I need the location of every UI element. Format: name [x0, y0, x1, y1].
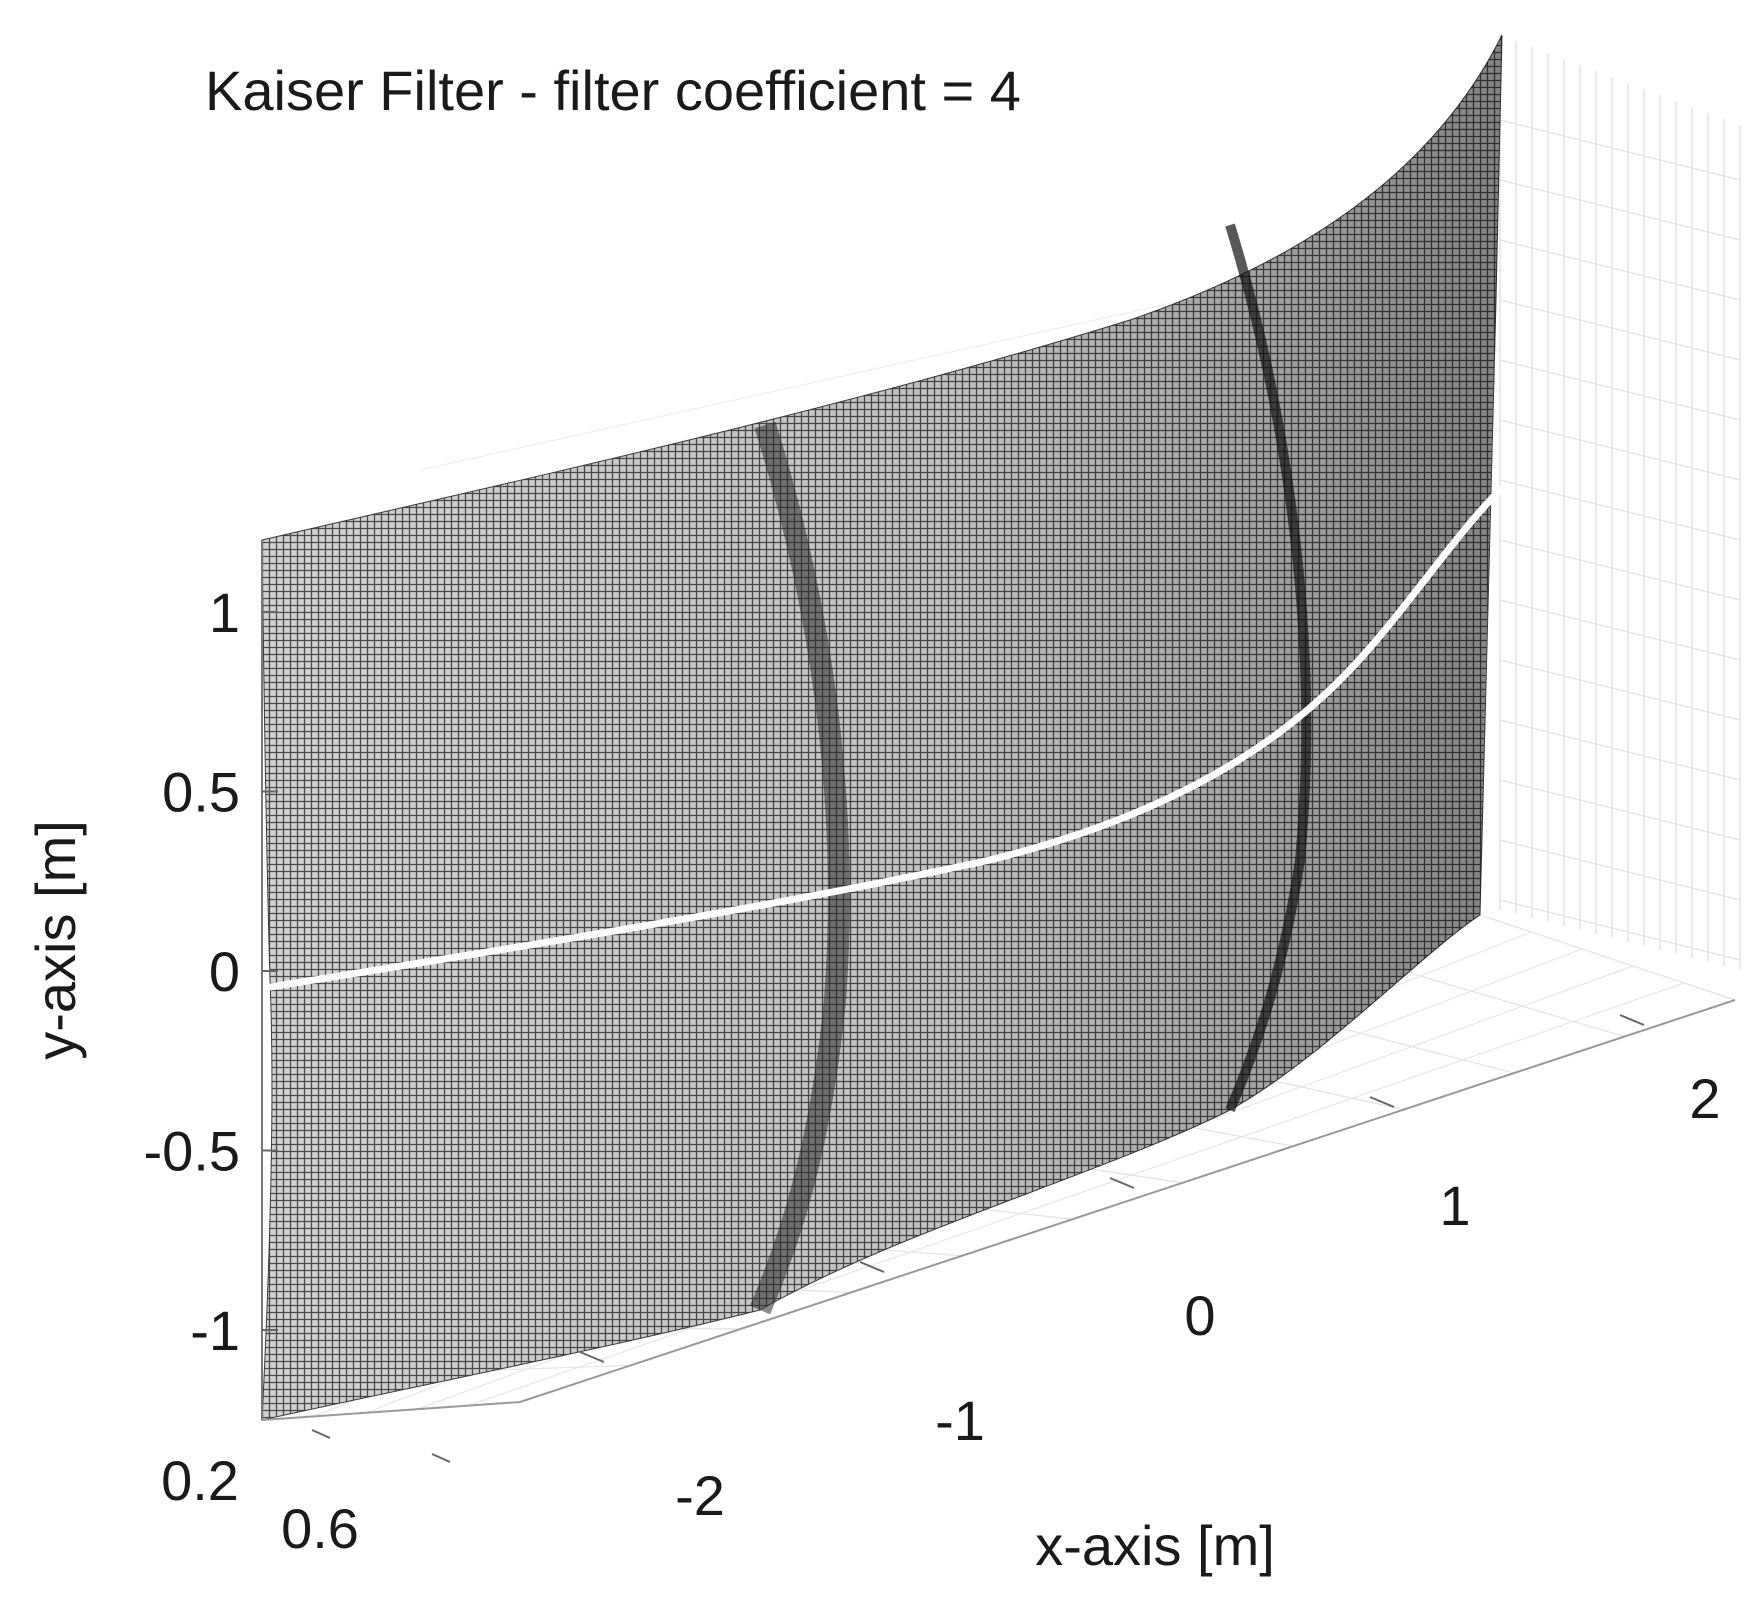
- y-tick-label: 1: [209, 581, 240, 644]
- z-tick-mark: [431, 1453, 451, 1463]
- grid-line: [1499, 359, 1741, 421]
- surface-shading: [262, 35, 1502, 1420]
- grid-line: [1499, 539, 1741, 601]
- y-axis-label: y-axis [m]: [24, 820, 87, 1060]
- z-tick-label: 0.2: [161, 1449, 239, 1512]
- grid-line: [1499, 599, 1741, 661]
- grid-line: [1499, 839, 1741, 901]
- grid-line: [1499, 779, 1741, 841]
- x-tick-label: 0: [1184, 1284, 1215, 1347]
- grid-line: [1499, 179, 1741, 241]
- x-tick-mark: [1369, 1096, 1395, 1108]
- x-tick-mark: [1109, 1177, 1135, 1189]
- z-tick-mark: [311, 1429, 331, 1439]
- grid-line: [1499, 119, 1741, 181]
- x-axis-label: x-axis [m]: [1035, 1514, 1275, 1577]
- y-tick-label: -0.5: [144, 1120, 241, 1183]
- y-tick-label: 0: [209, 940, 240, 1003]
- z-tick-label: 0.6: [281, 1497, 359, 1560]
- y-tick-label: -1: [190, 1299, 240, 1362]
- x-axis: -2 -1 0 1 2: [519, 999, 1736, 1527]
- grid-line: [1499, 419, 1741, 481]
- y-axis: -1 -0.5 0 0.5 1: [144, 540, 278, 1420]
- x-tick-mark: [859, 1261, 885, 1273]
- grid-line: [1369, 960, 1625, 1038]
- x-tick-label: -2: [675, 1464, 725, 1527]
- grid-line: [1499, 899, 1741, 961]
- x-tick-mark: [1619, 1014, 1645, 1026]
- highlight-line: [260, 486, 1504, 992]
- grid-line: [1499, 719, 1741, 781]
- x-tick-label: 1: [1439, 1174, 1470, 1237]
- chart-title: Kaiser Filter - filter coefficient = 4: [205, 59, 1021, 122]
- mesh-surface: [260, 34, 1504, 1421]
- x-tick-mark: [579, 1351, 605, 1363]
- grid-line: [1499, 299, 1741, 361]
- dark-band-left: [749, 421, 850, 1315]
- grid-line: [1499, 239, 1741, 301]
- y-tick-label: 0.5: [162, 761, 240, 824]
- grid-line: [468, 982, 1685, 1407]
- dark-band-right: [1225, 223, 1312, 1112]
- z-axis: 0.2 0.6: [161, 1401, 521, 1560]
- x-tick-label: 2: [1689, 1067, 1720, 1130]
- grid-line: [1479, 914, 1736, 1001]
- grid-line: [1499, 479, 1741, 541]
- x-tick-label: -1: [935, 1389, 985, 1452]
- grid-line: [1499, 659, 1741, 721]
